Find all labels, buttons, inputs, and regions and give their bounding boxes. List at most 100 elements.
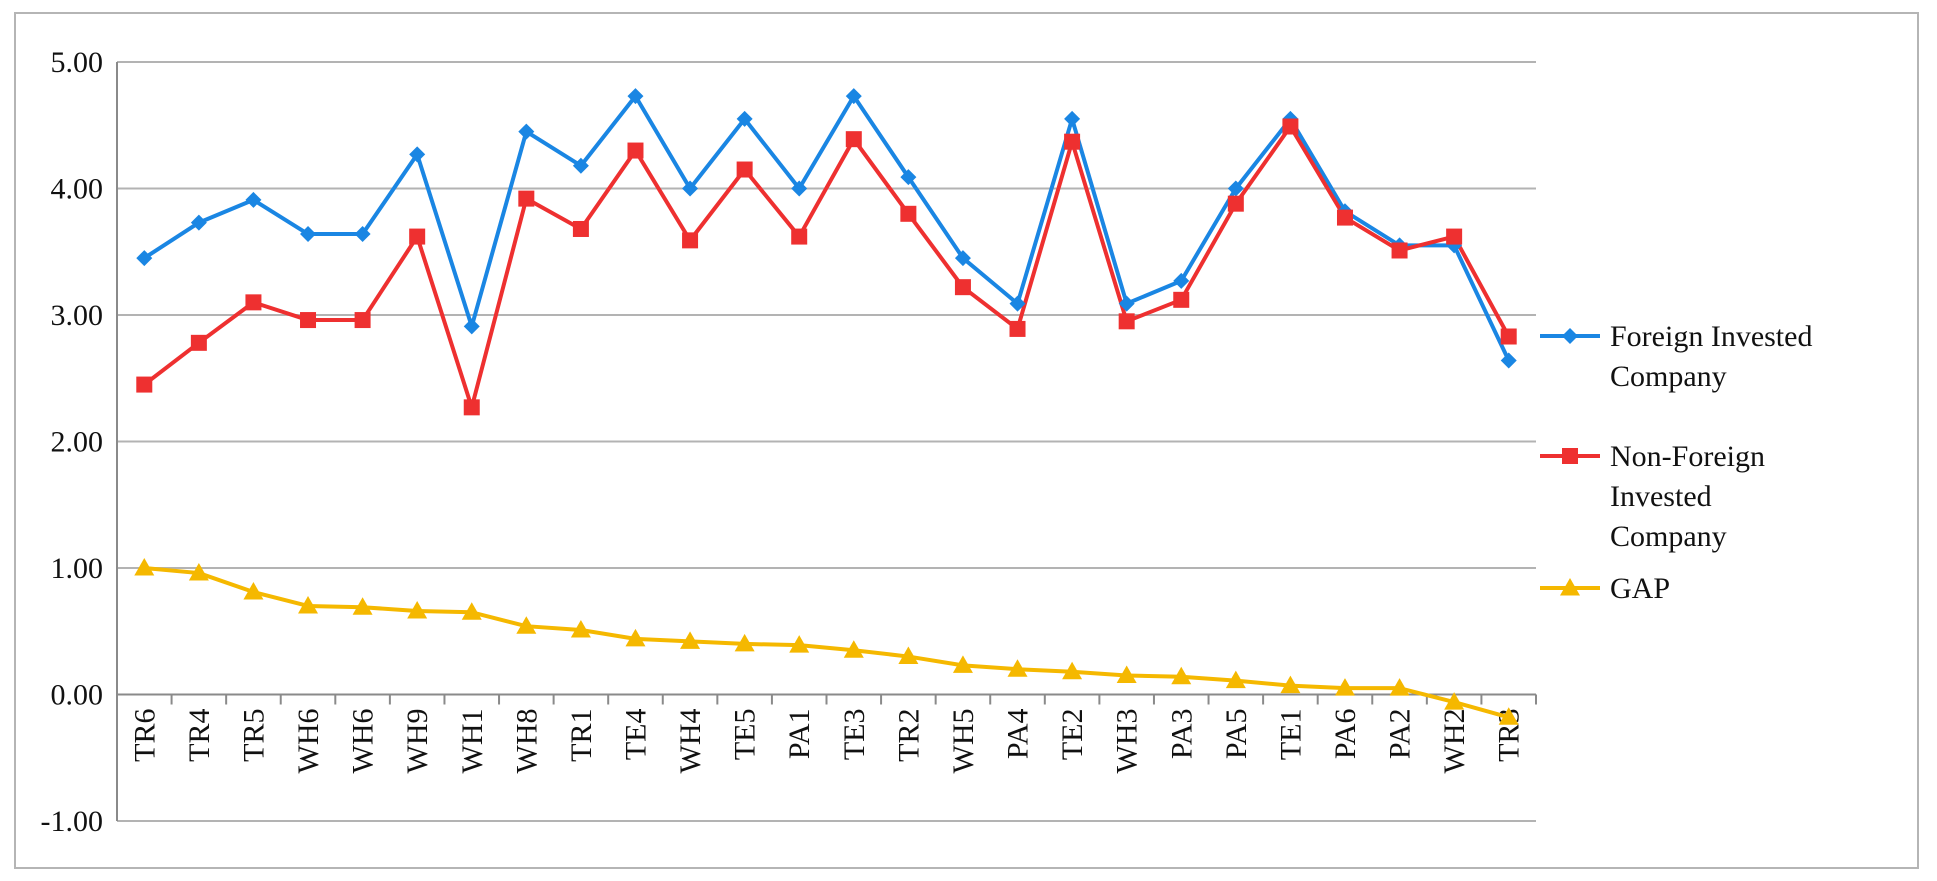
data-point-gap — [134, 558, 155, 576]
data-point-non-foreign-invested-company — [1227, 195, 1244, 212]
data-point-foreign-invested-company — [845, 88, 862, 105]
data-point-foreign-invested-company — [900, 169, 917, 186]
data-point-foreign-invested-company — [736, 110, 753, 127]
data-point-foreign-invested-company — [245, 191, 262, 208]
data-point-foreign-invested-company — [518, 123, 535, 140]
data-point-foreign-invested-company — [572, 157, 589, 174]
x-tick-label: TE1 — [1274, 709, 1307, 761]
x-tick-label: TR4 — [183, 709, 216, 762]
data-point-gap — [734, 633, 755, 652]
data-point-gap — [243, 582, 264, 600]
data-point-gap — [407, 601, 428, 619]
series-line-foreign-invested-company — [143, 94, 1511, 362]
data-point-non-foreign-invested-company — [845, 131, 862, 148]
data-point-non-foreign-invested-company — [736, 161, 753, 178]
data-point-non-foreign-invested-company — [627, 142, 644, 159]
y-tick-labels: 5.00 4.00 3.00 2.00 1.00 0.00 -1.00 — [41, 46, 104, 838]
data-point-gap — [1171, 666, 1192, 685]
data-point-gap — [1389, 678, 1410, 696]
data-point-non-foreign-invested-company — [1173, 291, 1190, 308]
data-point-gap — [680, 631, 701, 649]
axes — [116, 62, 1537, 821]
data-point-gap — [843, 640, 864, 658]
data-point-non-foreign-invested-company — [1009, 320, 1026, 337]
data-point-non-foreign-invested-company — [954, 279, 971, 296]
y-tick-label: -1.00 — [41, 805, 104, 838]
x-tick-label: WH1 — [456, 709, 489, 774]
x-tick-label: PA6 — [1329, 709, 1362, 760]
data-point-foreign-invested-company — [627, 88, 644, 105]
series-markers — [134, 88, 1519, 725]
data-point-gap — [625, 628, 646, 647]
legend-marker-foreign-invested-company — [1562, 328, 1578, 344]
data-point-gap — [1062, 661, 1083, 680]
data-point-non-foreign-invested-company — [136, 376, 153, 393]
data-point-non-foreign-invested-company — [1500, 328, 1517, 345]
data-point-gap — [1225, 670, 1246, 689]
legend-marker-gap — [1560, 578, 1580, 596]
data-point-gap — [898, 646, 919, 665]
data-point-non-foreign-invested-company — [1064, 133, 1081, 150]
y-tick-label: 5.00 — [51, 46, 104, 79]
data-point-non-foreign-invested-company — [300, 312, 317, 329]
x-tick-label: PA5 — [1220, 709, 1253, 760]
data-point-non-foreign-invested-company — [245, 294, 262, 311]
x-tick-label: TR1 — [565, 709, 598, 762]
data-point-non-foreign-invested-company — [409, 228, 426, 245]
x-tick-label: WH3 — [1111, 709, 1144, 774]
y-tick-label: 3.00 — [51, 299, 104, 332]
data-point-non-foreign-invested-company — [1282, 118, 1299, 135]
data-point-non-foreign-invested-company — [1446, 228, 1463, 245]
data-point-foreign-invested-company — [682, 180, 699, 197]
data-point-foreign-invested-company — [1173, 272, 1190, 289]
y-tick-label: 2.00 — [51, 426, 104, 459]
legend-label-foreign-invested-company: Foreign Invested Company — [1610, 320, 1812, 393]
data-point-non-foreign-invested-company — [1391, 242, 1408, 259]
legend: Foreign Invested Company Non-Foreign Invest… — [1540, 320, 1812, 605]
data-point-foreign-invested-company — [1064, 110, 1081, 127]
data-point-gap — [352, 597, 373, 615]
data-point-foreign-invested-company — [354, 226, 371, 243]
data-point-foreign-invested-company — [1227, 180, 1244, 197]
data-point-gap — [298, 595, 319, 614]
data-point-foreign-invested-company — [954, 250, 971, 267]
data-point-non-foreign-invested-company — [682, 232, 699, 249]
x-tick-label: PA2 — [1384, 709, 1417, 760]
x-tick-label: WH9 — [401, 709, 434, 774]
data-point-foreign-invested-company — [1118, 295, 1135, 312]
data-point-foreign-invested-company — [463, 318, 480, 335]
legend-label-gap: GAP — [1610, 572, 1670, 605]
x-tick-label: WH4 — [674, 709, 707, 774]
data-point-foreign-invested-company — [1009, 295, 1026, 312]
x-tick-label: WH5 — [947, 709, 980, 774]
x-tick-label: TE3 — [838, 709, 871, 761]
data-point-foreign-invested-company — [409, 146, 426, 163]
data-point-non-foreign-invested-company — [190, 334, 207, 351]
data-point-gap — [1116, 665, 1137, 684]
data-point-non-foreign-invested-company — [791, 228, 808, 245]
x-tick-label: TR2 — [892, 709, 925, 762]
data-point-non-foreign-invested-company — [900, 205, 917, 222]
x-tick-label: WH2 — [1438, 709, 1471, 774]
x-tick-label: PA1 — [783, 709, 816, 760]
x-tick-label: TR6 — [128, 709, 161, 762]
data-point-gap — [516, 616, 537, 634]
data-point-non-foreign-invested-company — [1336, 209, 1353, 226]
data-point-foreign-invested-company — [190, 214, 207, 231]
data-point-gap — [789, 635, 810, 653]
y-tick-label: 1.00 — [51, 552, 104, 585]
x-tick-label: WH8 — [510, 709, 543, 774]
y-tick-label: 0.00 — [51, 679, 104, 712]
series-line-gap — [144, 566, 1510, 720]
data-point-gap — [1498, 707, 1519, 725]
data-point-non-foreign-invested-company — [518, 190, 535, 207]
data-point-foreign-invested-company — [136, 250, 153, 267]
x-tick-label: TE4 — [619, 709, 652, 761]
y-tick-label: 4.00 — [51, 173, 104, 206]
legend-label-non-foreign-invested-company: Non-Foreign Invested Company — [1610, 440, 1765, 553]
data-point-foreign-invested-company — [1500, 352, 1517, 369]
x-tick-label: TE2 — [1056, 709, 1089, 761]
data-point-gap — [1280, 675, 1301, 694]
data-point-foreign-invested-company — [300, 226, 317, 243]
